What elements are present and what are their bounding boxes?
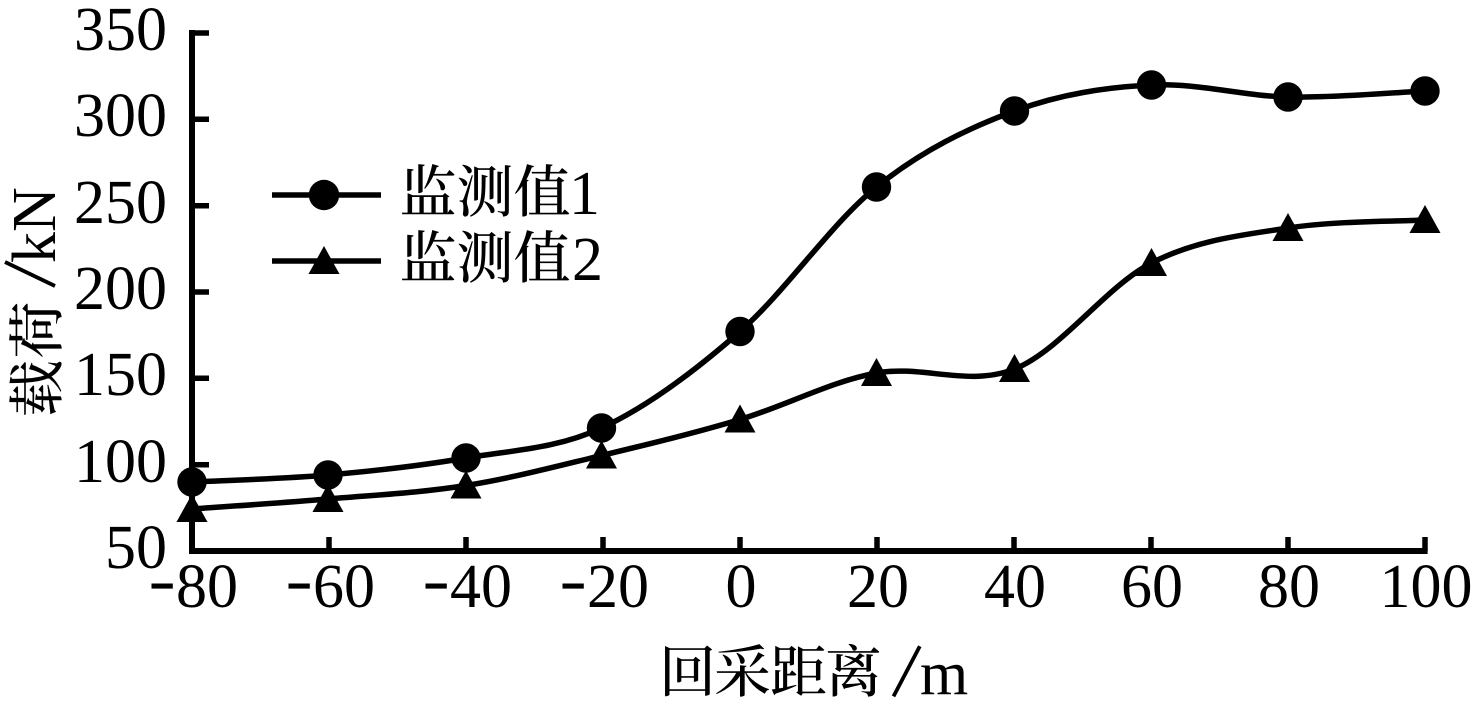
svg-text:20: 20 (847, 553, 909, 621)
svg-text:100: 100 (74, 428, 167, 496)
svg-text:300: 300 (74, 82, 167, 150)
svg-text:40: 40 (450, 553, 512, 621)
svg-text:0: 0 (726, 553, 757, 621)
svg-text:80: 80 (1258, 553, 1320, 621)
svg-text:1: 1 (569, 160, 600, 228)
svg-text:m: m (920, 640, 968, 708)
svg-text:2: 2 (572, 226, 603, 294)
svg-text:kN: kN (1, 187, 69, 263)
svg-text:200: 200 (74, 255, 167, 323)
svg-text:350: 350 (74, 0, 167, 64)
svg-text:250: 250 (74, 169, 167, 237)
svg-text:100: 100 (1380, 553, 1473, 621)
svg-text:20: 20 (587, 553, 649, 621)
svg-text:50: 50 (105, 514, 167, 582)
svg-text:150: 150 (74, 341, 167, 409)
svg-text:60: 60 (313, 553, 375, 621)
svg-text:80: 80 (176, 553, 238, 621)
svg-text:40: 40 (984, 553, 1046, 621)
svg-text:60: 60 (1121, 553, 1183, 621)
